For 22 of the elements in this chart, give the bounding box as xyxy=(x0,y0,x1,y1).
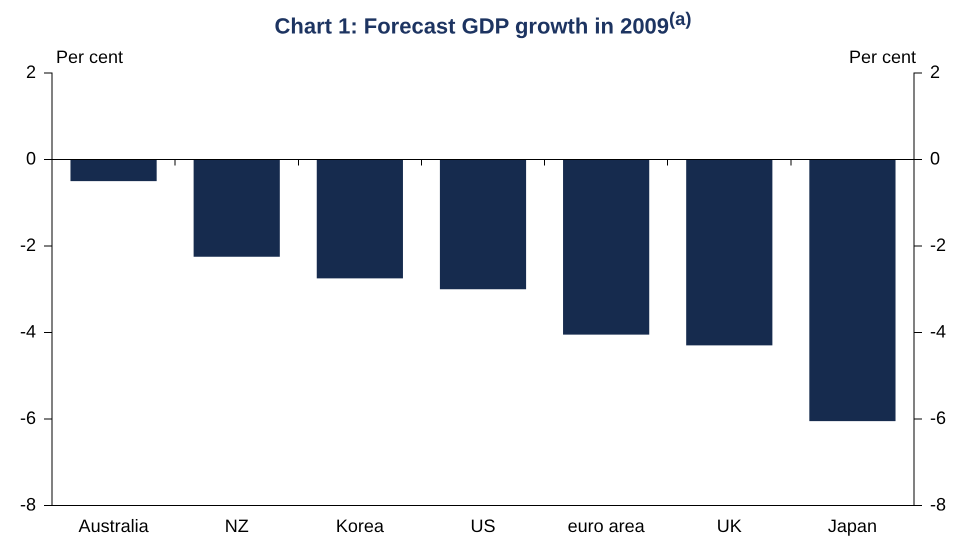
x-tick-label: euro area xyxy=(568,516,646,536)
x-tick-label: Korea xyxy=(336,516,385,536)
y-tick-label: -2 xyxy=(20,235,36,256)
y-tick-label: -8 xyxy=(20,494,36,515)
y2-tick-label: 0 xyxy=(930,148,940,169)
y2-tick-label: -6 xyxy=(930,408,946,428)
x-tick-label: NZ xyxy=(224,516,249,536)
x-tick-label: US xyxy=(470,516,496,536)
y2-tick-label: -4 xyxy=(930,322,946,342)
x-tick-label: UK xyxy=(716,516,742,536)
x-tick-label: Australia xyxy=(78,516,150,536)
y-axis-title: Per cent xyxy=(56,47,124,68)
y2-tick-label: -8 xyxy=(930,494,946,515)
x-tick-label: Japan xyxy=(828,516,877,536)
y2-tick-label: -2 xyxy=(930,235,946,256)
y-tick-label: 0 xyxy=(26,148,36,169)
chart-title: Chart 1: Forecast GDP growth in 2009$^{(a)}$ xyxy=(274,8,692,40)
y2-axis-title: Per cent xyxy=(848,47,916,68)
y-tick-label: -6 xyxy=(20,408,36,428)
y2-tick-label: 2 xyxy=(930,62,940,82)
y-tick-label: 2 xyxy=(26,62,36,82)
y-tick-label: -4 xyxy=(20,322,36,342)
